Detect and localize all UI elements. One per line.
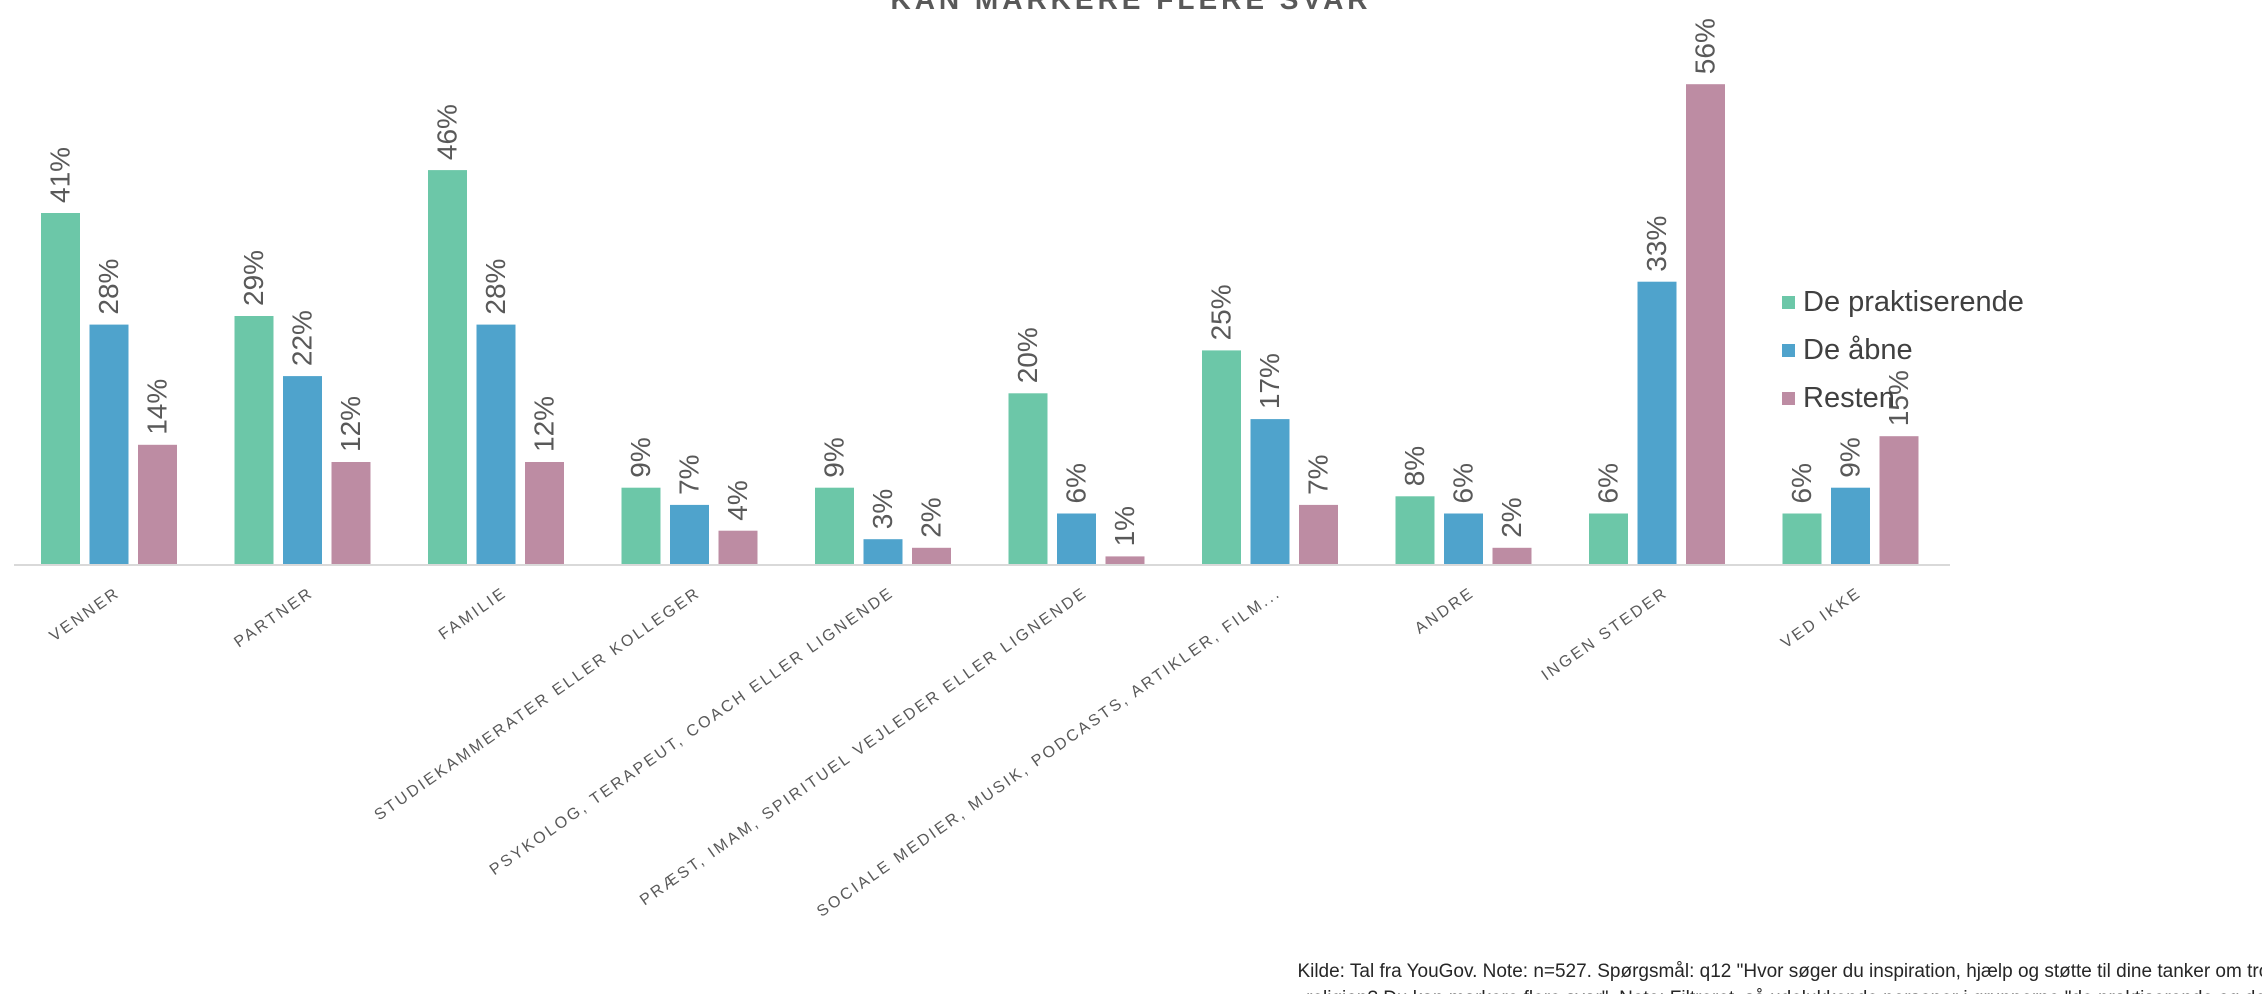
- data-label: 12%: [335, 396, 366, 452]
- bar-resten: [331, 462, 371, 565]
- legend-label: De praktiserende: [1803, 285, 2024, 318]
- bar-resten: [1492, 547, 1532, 565]
- category-label: SOCIALE MEDIER, MUSIK, PODCASTS, ARTIKLE…: [814, 584, 1284, 920]
- data-label: 6%: [1593, 463, 1624, 503]
- bar-resten: [1686, 84, 1725, 565]
- data-label: 28%: [93, 259, 124, 315]
- data-label: 14%: [142, 379, 173, 435]
- bar-de-praktiserende: [1589, 513, 1628, 565]
- category-label: FAMILIE: [436, 584, 510, 643]
- category-label: ANDRE: [1412, 584, 1478, 637]
- data-label: 12%: [529, 396, 560, 452]
- bar-resten: [1105, 556, 1145, 565]
- data-label: 6%: [1061, 463, 1092, 503]
- data-label: 4%: [722, 480, 753, 520]
- bar-resten: [1879, 436, 1919, 565]
- category-label: PARTNER: [231, 584, 317, 651]
- bars-layer: [41, 84, 1919, 565]
- bar-de-abne: [863, 539, 903, 565]
- legend: De praktiserende De åbne Resten: [1782, 278, 2024, 422]
- bar-de-abne: [1444, 513, 1483, 565]
- legend-label: Resten: [1803, 381, 1895, 414]
- bar-de-abne: [283, 376, 322, 565]
- bar-resten: [912, 547, 951, 565]
- category-label: PRÆST, IMAM, SPIRITUEL VEJLEDER ELLER LI…: [637, 584, 1091, 909]
- data-label: 41%: [45, 147, 76, 203]
- data-label: 9%: [1835, 437, 1866, 477]
- bar-de-abne: [1637, 281, 1677, 565]
- bar-de-praktiserende: [815, 487, 854, 565]
- data-label: 7%: [1303, 454, 1334, 494]
- data-label: 28%: [480, 259, 511, 315]
- data-label: 33%: [1641, 216, 1672, 272]
- data-label: 6%: [1786, 463, 1817, 503]
- data-label: 3%: [867, 489, 898, 529]
- bar-de-abne: [89, 324, 129, 565]
- data-label: 2%: [916, 497, 947, 537]
- value-labels-layer: 41% 28% 14% 29% 22% 12% 46% 28% 12% 9% 7% 4% 9% 3% 2% 2…: [45, 18, 1915, 546]
- category-label: VED IKKE: [1778, 584, 1865, 652]
- data-label: 1%: [1109, 506, 1140, 546]
- bar-resten: [1299, 504, 1338, 565]
- data-label: 7%: [674, 454, 705, 494]
- data-label: 2%: [1496, 497, 1527, 537]
- legend-item-resten: Resten: [1782, 374, 2024, 422]
- legend-label: De åbne: [1803, 333, 1913, 366]
- bar-de-praktiserende: [1395, 496, 1435, 565]
- chart-subtitle: KAN MARKERE FLERE SVAR: [0, 0, 2262, 16]
- bar-de-abne: [670, 504, 709, 565]
- source-note: Kilde: Tal fra YouGov. Note: n=527. Spør…: [1297, 961, 2262, 994]
- bar-de-abne: [1057, 513, 1096, 565]
- bar-de-praktiserende: [1782, 513, 1822, 565]
- bar-de-praktiserende: [234, 316, 274, 565]
- category-label: STUDIEKAMMERATER ELLER KOLLEGER: [372, 584, 704, 824]
- data-label: 22%: [287, 310, 318, 366]
- data-label: 8%: [1399, 446, 1430, 486]
- legend-item-de-praktiserende: De praktiserende: [1782, 278, 2024, 326]
- legend-item-de-abne: De åbne: [1782, 326, 2024, 374]
- bar-de-praktiserende: [1008, 393, 1048, 565]
- legend-swatch-resten: [1782, 391, 1795, 405]
- category-label: PSYKOLOG, TERAPEUT, COACH ELLER LIGNENDE: [487, 584, 897, 878]
- bar-de-praktiserende: [428, 170, 467, 565]
- bar-de-abne: [1250, 419, 1290, 565]
- bar-de-praktiserende: [41, 213, 80, 565]
- data-label: 29%: [238, 250, 269, 306]
- data-label: 46%: [432, 104, 463, 160]
- data-label: 17%: [1254, 353, 1285, 409]
- bar-resten: [525, 462, 564, 565]
- data-label: 6%: [1448, 463, 1479, 503]
- category-label: VENNER: [47, 584, 124, 645]
- bar-de-abne: [1831, 487, 1870, 565]
- data-label: 20%: [1012, 327, 1043, 383]
- bar-de-abne: [476, 324, 516, 565]
- bar-resten: [138, 444, 177, 565]
- data-label: 9%: [625, 437, 656, 477]
- data-label: 25%: [1206, 284, 1237, 340]
- data-label: 56%: [1690, 18, 1721, 74]
- legend-swatch-de-praktiserende: [1782, 295, 1795, 309]
- data-label: 15%: [1883, 370, 1914, 426]
- legend-swatch-de-abne: [1782, 343, 1795, 357]
- bar-de-praktiserende: [621, 487, 661, 565]
- data-label: 9%: [819, 437, 850, 477]
- bar-resten: [718, 530, 758, 565]
- bar-de-praktiserende: [1202, 350, 1241, 565]
- category-label: INGEN STEDER: [1539, 584, 1672, 684]
